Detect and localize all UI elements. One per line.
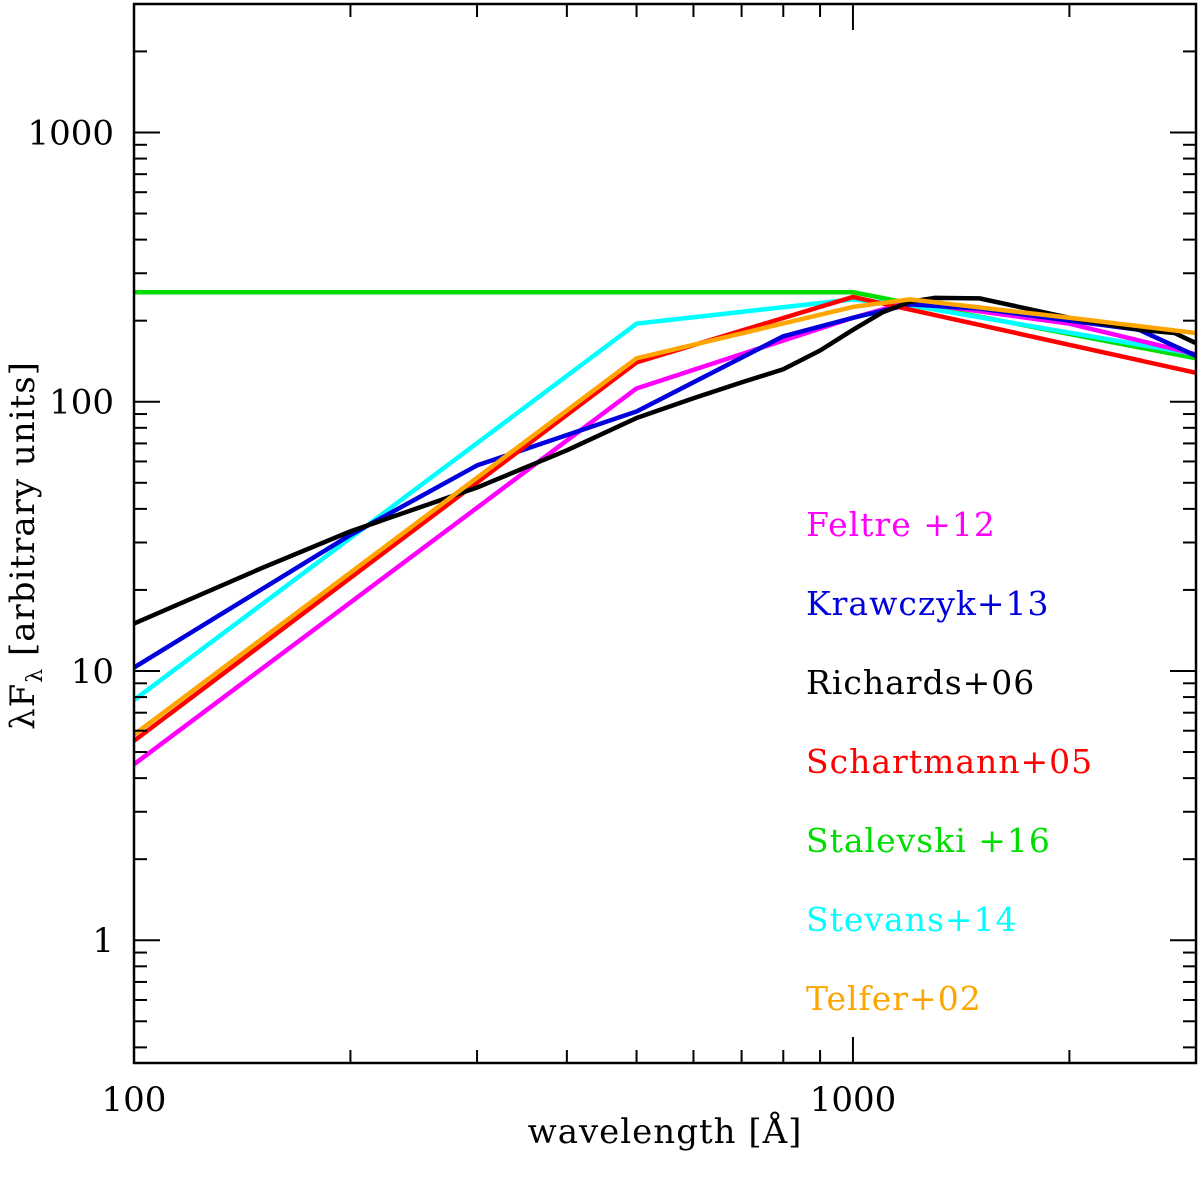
- labels-layer: 100 1000 1 10 100 1000: [27, 113, 896, 1120]
- legend-entry-krawczyk-13: Krawczyk+13: [806, 584, 1050, 623]
- series-line-telfer-02: [134, 297, 1196, 737]
- y-axis-title-subscript: λ: [23, 668, 48, 683]
- x-tick-label: 100: [102, 1080, 167, 1120]
- y-tick-label: 1000: [27, 113, 114, 153]
- series-layer: [134, 290, 1196, 767]
- y-axis-title-main: λF: [3, 683, 43, 730]
- legend-entry-feltre-12: Feltre +12: [806, 505, 996, 544]
- x-axis-title: wavelength [Å]: [528, 1111, 803, 1152]
- legend: Feltre +12 Krawczyk+13 Richards+06 Schartma…: [806, 505, 1093, 1018]
- x-tick-label: 1000: [810, 1080, 897, 1120]
- y-tick-label: 1: [92, 921, 114, 961]
- y-tick-label: 100: [49, 383, 114, 423]
- legend-entry-stevans-14: Stevans+14: [806, 900, 1018, 939]
- legend-entry-telfer-02: Telfer+02: [806, 979, 982, 1018]
- y-axis-title: λFλ [arbitrary units]: [3, 361, 48, 730]
- y-tick-label: 10: [71, 652, 114, 692]
- legend-entry-richards-06: Richards+06: [806, 663, 1035, 702]
- legend-entry-stalevski-16: Stalevski +16: [806, 821, 1051, 860]
- y-axis-title-rest: [arbitrary units]: [3, 361, 43, 668]
- legend-entry-schartmann-05: Schartmann+05: [806, 742, 1093, 781]
- plot-frame: [132, 2, 1198, 1065]
- series-line-stevans-14: [134, 297, 1196, 703]
